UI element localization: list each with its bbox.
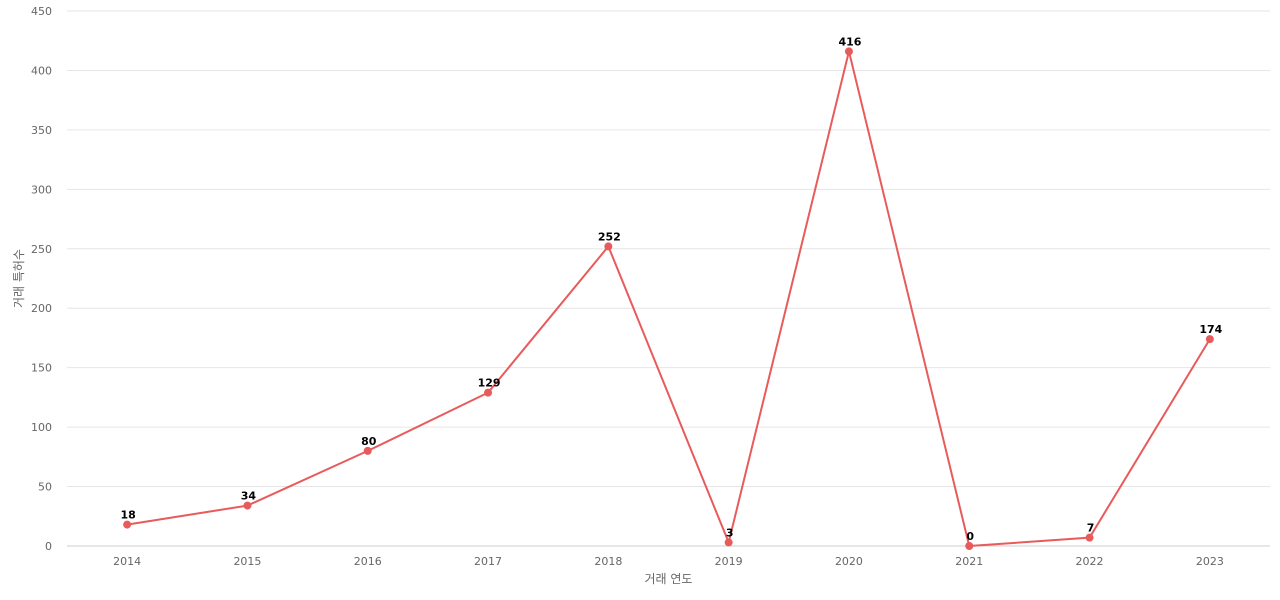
x-tick-label: 2021 — [955, 555, 983, 568]
data-point[interactable] — [604, 242, 613, 251]
data-label: 416 — [838, 35, 861, 48]
data-point[interactable] — [724, 538, 733, 547]
data-point[interactable] — [363, 446, 372, 455]
series-layer — [123, 47, 1214, 550]
data-point[interactable] — [243, 501, 252, 510]
data-label: 174 — [1199, 323, 1222, 336]
data-label: 7 — [1087, 522, 1095, 535]
y-tick-label: 100 — [31, 421, 52, 434]
y-tick-label: 450 — [31, 5, 52, 18]
data-label: 18 — [120, 509, 135, 522]
data-label: 3 — [726, 526, 734, 539]
y-axis-ticks: 0 50 100 150 200 250 300 350 400 450 — [31, 5, 52, 553]
data-label: 129 — [478, 377, 501, 390]
data-label: 252 — [598, 230, 621, 243]
data-label: 80 — [361, 435, 377, 448]
y-tick-label: 300 — [31, 183, 52, 196]
y-tick-label: 350 — [31, 124, 52, 137]
data-point[interactable] — [484, 388, 493, 397]
x-tick-label: 2017 — [474, 555, 502, 568]
x-tick-label: 2014 — [113, 555, 141, 568]
y-tick-label: 0 — [45, 540, 52, 553]
data-point[interactable] — [965, 542, 974, 550]
data-point[interactable] — [1085, 533, 1094, 542]
y-tick-label: 150 — [31, 362, 52, 375]
x-tick-label: 2020 — [835, 555, 863, 568]
y-tick-label: 50 — [38, 481, 52, 494]
x-tick-label: 2018 — [594, 555, 622, 568]
data-label: 34 — [241, 490, 257, 503]
y-axis-title: 거래 특허수 — [12, 249, 26, 308]
data-point[interactable] — [123, 520, 132, 529]
x-axis-title: 거래 연도 — [645, 572, 693, 586]
y-tick-label: 200 — [31, 302, 52, 315]
y-tick-label: 250 — [31, 243, 52, 256]
x-tick-label: 2023 — [1196, 555, 1224, 568]
x-tick-label: 2015 — [233, 555, 261, 568]
data-labels: 18 34 80 129 252 3 416 0 7 174 — [120, 35, 1222, 543]
x-axis-ticks: 2014 2015 2016 2017 2018 2019 2020 2021 2022 2023 — [113, 555, 1224, 568]
x-tick-label: 2016 — [354, 555, 382, 568]
data-point[interactable] — [1205, 335, 1214, 344]
series-line — [126, 50, 1211, 547]
x-tick-label: 2022 — [1076, 555, 1104, 568]
data-point[interactable] — [844, 47, 853, 56]
y-tick-label: 400 — [31, 64, 52, 77]
grid-lines — [67, 10, 1270, 488]
x-tick-label: 2019 — [715, 555, 743, 568]
data-label: 0 — [966, 530, 974, 543]
